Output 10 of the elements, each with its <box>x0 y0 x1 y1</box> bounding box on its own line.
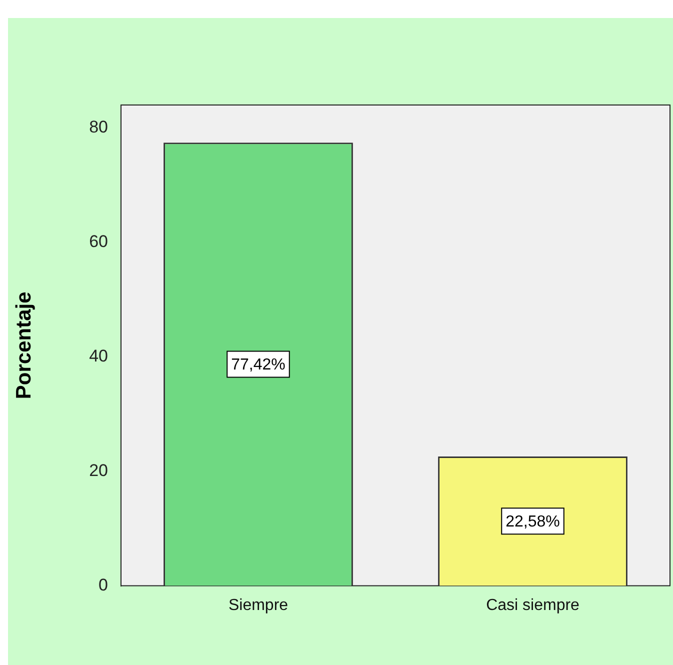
y-tick-label: 20 <box>89 461 108 480</box>
x-tick-label: Casi siempre <box>486 596 580 614</box>
data-label: 22,58% <box>506 514 560 531</box>
y-tick-label: 0 <box>98 575 108 594</box>
x-tick-label: Siempre <box>228 596 288 614</box>
y-tick-label: 40 <box>89 346 108 366</box>
y-axis-title: Porcentaje <box>12 292 36 400</box>
y-tick-label: 60 <box>89 232 108 252</box>
y-tick-label: 80 <box>89 118 108 137</box>
data-label: 77,42% <box>231 356 286 374</box>
